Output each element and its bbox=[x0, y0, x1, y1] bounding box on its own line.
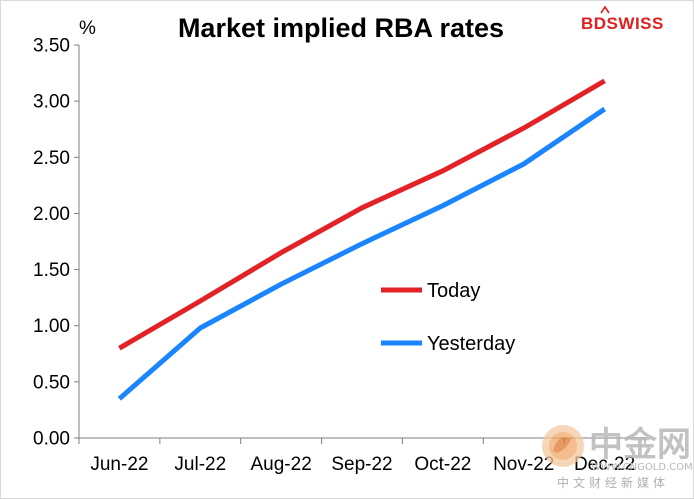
watermark-logo-text: 中金网 bbox=[589, 425, 691, 465]
x-tick-label: Nov-22 bbox=[493, 454, 554, 475]
series-line-yesterday bbox=[117, 106, 607, 401]
series-line-today bbox=[118, 78, 606, 351]
y-axis-unit-label: % bbox=[79, 18, 96, 39]
x-tick-label: Oct-22 bbox=[414, 454, 471, 475]
y-tick-label: 1.50 bbox=[33, 260, 70, 281]
y-tick-label: 0.50 bbox=[33, 372, 70, 393]
cngold-watermark: 中金网 WWW.CNGOLD.COM 中文财经新媒体 bbox=[542, 425, 693, 490]
y-tick-label: 1.00 bbox=[33, 316, 70, 337]
series-group bbox=[117, 78, 607, 401]
x-tick-label: Jun-22 bbox=[90, 454, 148, 475]
brand-logo-mark bbox=[600, 5, 610, 14]
watermark-swirl-icon bbox=[542, 425, 584, 467]
legend-label-yesterday: Yesterday bbox=[427, 333, 515, 355]
y-tick-label: 0.00 bbox=[33, 429, 70, 450]
x-tick-label: Dec-22 bbox=[574, 454, 635, 475]
legend: Today Yesterday bbox=[381, 280, 515, 355]
watermark-url: WWW.CNGOLD.COM bbox=[591, 462, 693, 473]
watermark-subtitle: 中文财经新媒体 bbox=[557, 475, 669, 490]
legend-label-today: Today bbox=[427, 280, 480, 302]
chart-title: Market implied RBA rates bbox=[178, 13, 504, 43]
x-tick-label: Sep-22 bbox=[331, 454, 392, 475]
y-tick-label: 3.50 bbox=[33, 36, 70, 57]
y-tick-label: 3.00 bbox=[33, 92, 70, 113]
y-tick-label: 2.50 bbox=[33, 148, 70, 169]
bdswiss-logo: BDSWISS bbox=[581, 5, 664, 33]
y-tick-label: 2.00 bbox=[33, 204, 70, 225]
axes: 0.00 0.50 1.00 1.50 2.00 2.50 3.00 3.50 Jun-22 Ju… bbox=[33, 36, 646, 475]
x-tick-label: Jul-22 bbox=[174, 454, 226, 475]
brand-logo-text: BDSWISS bbox=[581, 14, 664, 33]
x-tick-label: Aug-22 bbox=[251, 454, 312, 475]
